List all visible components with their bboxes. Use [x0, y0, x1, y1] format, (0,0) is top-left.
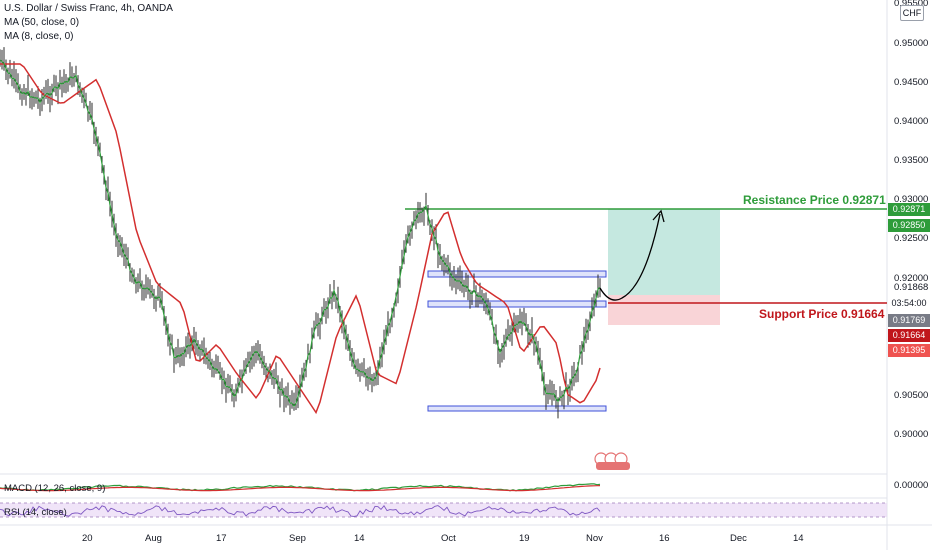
- ma8-line: [0, 59, 601, 408]
- price-tick: 0.91868: [894, 282, 928, 293]
- currency-badge[interactable]: CHF: [900, 5, 924, 21]
- zone-box[interactable]: [427, 300, 607, 308]
- time-tick: 17: [216, 533, 227, 544]
- price-tick: 0.94000: [894, 116, 928, 127]
- rsi-line: [0, 505, 601, 517]
- price-tag: 0.91395: [888, 344, 930, 357]
- stop-zone[interactable]: [608, 295, 720, 325]
- price-tag: 0.92850: [888, 219, 930, 232]
- ma8-legend[interactable]: MA (8, close, 0): [4, 31, 74, 42]
- price-tick: 0.00000: [894, 480, 928, 491]
- price-tick: 0.90500: [894, 390, 928, 401]
- support-label[interactable]: Support Price 0.91664: [759, 307, 885, 321]
- event-markers-icon[interactable]: [594, 452, 630, 470]
- price-tag-resistance: 0.92871: [888, 203, 930, 216]
- price-tick: 0.92000: [894, 273, 928, 284]
- time-tick: Oct: [441, 533, 456, 544]
- price-tick: 0.95500: [894, 0, 928, 9]
- time-tick: Nov: [586, 533, 603, 544]
- target-zone[interactable]: [608, 209, 720, 295]
- price-axis[interactable]: 0.95500 0.95000 0.94500 0.94000 0.93500 …: [894, 0, 928, 491]
- time-tick: 14: [354, 533, 365, 544]
- macd-legend[interactable]: MACD (12, 26, close, 9): [4, 483, 106, 494]
- symbol-title[interactable]: U.S. Dollar / Swiss Franc, 4h, OANDA: [4, 3, 173, 14]
- macd-signal-line: [0, 485, 601, 492]
- countdown-tag: 03:54:00: [888, 297, 930, 310]
- arrow-head-icon: [652, 209, 665, 223]
- price-tick: 0.94500: [894, 77, 928, 88]
- price-tick: 0.93000: [894, 194, 928, 205]
- rsi-legend[interactable]: RSI (14, close): [4, 507, 67, 518]
- time-tick: 14: [793, 533, 804, 544]
- resistance-label[interactable]: Resistance Price 0.92871: [743, 193, 886, 207]
- time-axis[interactable]: 20 Aug 17 Sep 14 Oct 19 Nov 16 Dec 14: [82, 533, 804, 544]
- projection-arrow[interactable]: [599, 213, 661, 301]
- ma50-legend[interactable]: MA (50, close, 0): [4, 17, 80, 28]
- price-tick: 0.95000: [894, 38, 928, 49]
- time-tick: Sep: [289, 533, 306, 544]
- price-tick: 0.90000: [894, 429, 928, 440]
- macd-line: [0, 483, 601, 492]
- price-tag-support: 0.91664: [888, 329, 930, 342]
- time-tick: 16: [659, 533, 670, 544]
- zone-box[interactable]: [427, 405, 607, 412]
- time-tick: Dec: [730, 533, 747, 544]
- price-tick: 0.92500: [894, 233, 928, 244]
- price-tag: 0.91769: [888, 314, 930, 327]
- time-tick: 19: [519, 533, 530, 544]
- time-tick: Aug: [145, 533, 162, 544]
- time-tick: 20: [82, 533, 93, 544]
- zone-box[interactable]: [427, 270, 607, 278]
- price-tick: 0.93500: [894, 155, 928, 166]
